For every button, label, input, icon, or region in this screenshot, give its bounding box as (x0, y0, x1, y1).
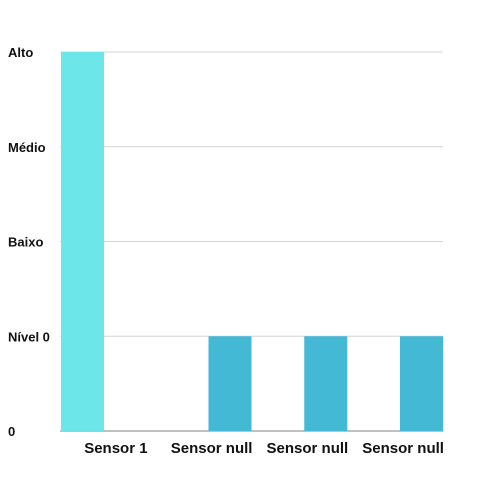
y-tick-label: Médio (8, 140, 46, 155)
y-tick-label: Nível 0 (8, 329, 50, 344)
bar (208, 336, 252, 431)
x-tick-label: Sensor 1 (84, 440, 147, 457)
x-tick-label: Sensor null (267, 440, 349, 457)
x-tick-label: Sensor null (362, 440, 444, 457)
y-tick-label: 0 (8, 424, 15, 439)
bar (400, 336, 443, 431)
x-tick-label: Sensor null (171, 440, 253, 457)
x-axis-tick-labels: Sensor 1 Sensor null Sensor null Sensor nul… (84, 440, 444, 457)
bar (61, 52, 104, 431)
bars (61, 52, 443, 431)
y-tick-label: Alto (8, 45, 33, 60)
y-axis-tick-labels: 0 Nível 0 Baixo Médio Alto (8, 45, 50, 439)
bar (304, 336, 348, 431)
y-tick-label: Baixo (8, 235, 43, 250)
